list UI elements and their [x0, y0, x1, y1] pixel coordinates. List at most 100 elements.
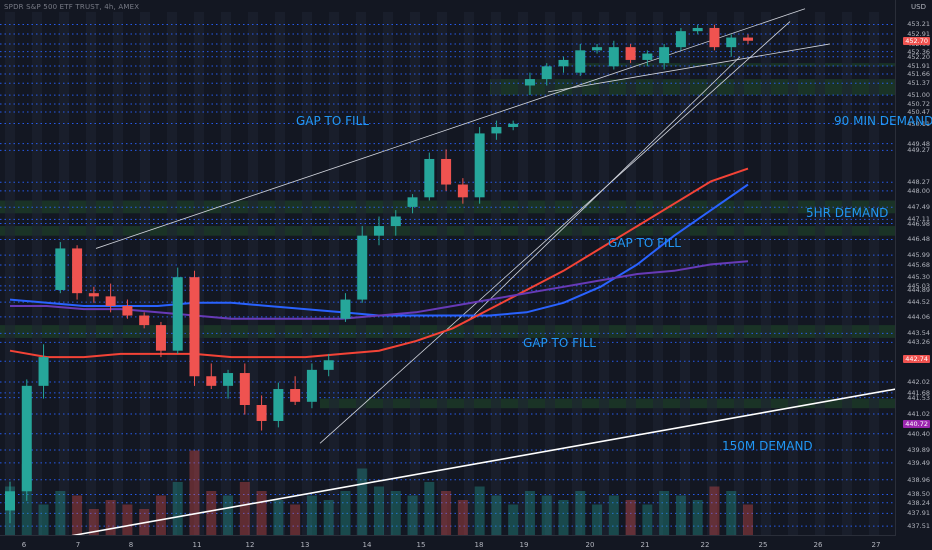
candle-body[interactable]	[105, 296, 116, 306]
time-tick-label: 26	[813, 541, 823, 549]
volume-bar	[558, 500, 569, 536]
price-tick-label: 445.30	[907, 273, 930, 282]
candle-body[interactable]	[407, 197, 418, 207]
candle-body[interactable]	[323, 360, 334, 370]
candle-body[interactable]	[692, 27, 703, 32]
volume-bar	[206, 491, 217, 536]
demand-zone-5	[0, 226, 896, 236]
candle-body[interactable]	[659, 47, 670, 64]
volume-bar	[340, 491, 351, 536]
candle-body[interactable]	[558, 59, 569, 67]
candle-body[interactable]	[390, 216, 401, 227]
volume-bar	[642, 504, 653, 536]
candle-body[interactable]	[189, 277, 200, 377]
candle-body[interactable]	[306, 369, 317, 402]
candle-body[interactable]	[5, 491, 15, 511]
price-tick-label: 451.37	[907, 79, 930, 88]
price-tick-label: 452.36	[907, 47, 930, 56]
volume-bar	[105, 500, 116, 536]
candle-body[interactable]	[172, 277, 183, 351]
candle-body[interactable]	[340, 299, 351, 319]
volume-bar	[692, 500, 703, 536]
trend-line[interactable]	[95, 8, 806, 249]
candle-body[interactable]	[256, 405, 267, 421]
annotation-150m-demand: 150M DEMAND	[722, 439, 813, 453]
candle-body[interactable]	[424, 158, 435, 198]
candle-body[interactable]	[608, 47, 619, 67]
candle-body[interactable]	[524, 79, 535, 86]
volume-bar	[306, 495, 317, 536]
candle-body[interactable]	[491, 127, 502, 134]
price-tick-label: 451.00	[907, 91, 930, 100]
volume-bar	[659, 491, 670, 536]
volume-bar	[575, 491, 586, 536]
annotation-gap-to-fill-lower: GAP TO FILL	[523, 336, 596, 350]
candle-body[interactable]	[726, 37, 737, 48]
volume-bar	[592, 504, 603, 536]
volume-bar	[726, 491, 737, 536]
volume-bar	[55, 491, 66, 536]
candle-body[interactable]	[122, 305, 133, 316]
volume-bar	[390, 491, 401, 536]
trend-line[interactable]	[547, 43, 831, 93]
candle-body[interactable]	[709, 27, 720, 48]
time-tick-label: 22	[700, 541, 710, 549]
candle-body[interactable]	[743, 37, 753, 41]
price-tick-label: 446.48	[907, 235, 930, 244]
candle-body[interactable]	[21, 385, 32, 492]
candle-body[interactable]	[55, 248, 66, 290]
candle-body[interactable]	[290, 389, 301, 402]
candle-body[interactable]	[38, 357, 49, 386]
candle-body[interactable]	[88, 293, 99, 297]
currency-label: USD	[911, 3, 926, 11]
volume-bar	[239, 482, 250, 536]
moving-average-red	[9, 167, 749, 359]
price-tick-label: 445.99	[907, 251, 930, 260]
candle-body[interactable]	[441, 158, 452, 185]
candle-body[interactable]	[273, 389, 284, 421]
time-tick-label: 8	[128, 541, 134, 549]
candle-body[interactable]	[72, 248, 83, 294]
volume-bar	[675, 495, 686, 536]
candle-body[interactable]	[457, 184, 468, 198]
volume-bar	[474, 486, 485, 536]
candle-body[interactable]	[625, 47, 636, 60]
candle-body[interactable]	[374, 226, 384, 236]
annotation-gap-to-fill-middle: GAP TO FILL	[608, 236, 681, 250]
annotation-5hr-demand: 5HR DEMAND	[806, 206, 889, 220]
volume-bar	[441, 491, 452, 536]
volume-bar	[323, 500, 334, 536]
volume-bar	[256, 491, 267, 536]
candle-body[interactable]	[675, 31, 686, 48]
trend-line[interactable]	[69, 388, 897, 537]
price-tick-label: 438.96	[907, 475, 930, 484]
volume-bar	[88, 509, 99, 536]
volume-bar	[524, 491, 535, 536]
trend-line[interactable]	[469, 56, 741, 320]
candle-body[interactable]	[223, 373, 234, 386]
candle-body[interactable]	[239, 373, 250, 405]
candle-body[interactable]	[206, 376, 217, 386]
volume-bar	[743, 504, 753, 536]
price-tick-label: 439.49	[907, 458, 930, 467]
price-tick-label: 437.51	[907, 522, 930, 531]
price-tick-label: 443.26	[907, 338, 930, 347]
trend-line[interactable]	[319, 21, 791, 444]
candle-body[interactable]	[508, 123, 519, 128]
candle-body[interactable]	[155, 325, 166, 351]
candle-body[interactable]	[642, 53, 653, 60]
candle-body[interactable]	[474, 133, 485, 198]
candle-body[interactable]	[541, 66, 552, 80]
candle-body[interactable]	[592, 47, 603, 51]
candle-body[interactable]	[357, 235, 368, 300]
candle-body[interactable]	[575, 50, 586, 73]
price-scale[interactable]: USD 453.21452.91452.60452.36452.20451.91…	[895, 0, 932, 536]
candle-body[interactable]	[139, 315, 150, 326]
time-tick-label: 6	[21, 541, 27, 549]
price-tick-label: 438.50	[907, 490, 930, 499]
time-axis[interactable]: 6 7 8 11 12 13 14 15 18 19 20 21 22 25 26 27	[0, 535, 896, 550]
volume-bar	[273, 500, 284, 536]
volume-bar	[122, 504, 133, 536]
